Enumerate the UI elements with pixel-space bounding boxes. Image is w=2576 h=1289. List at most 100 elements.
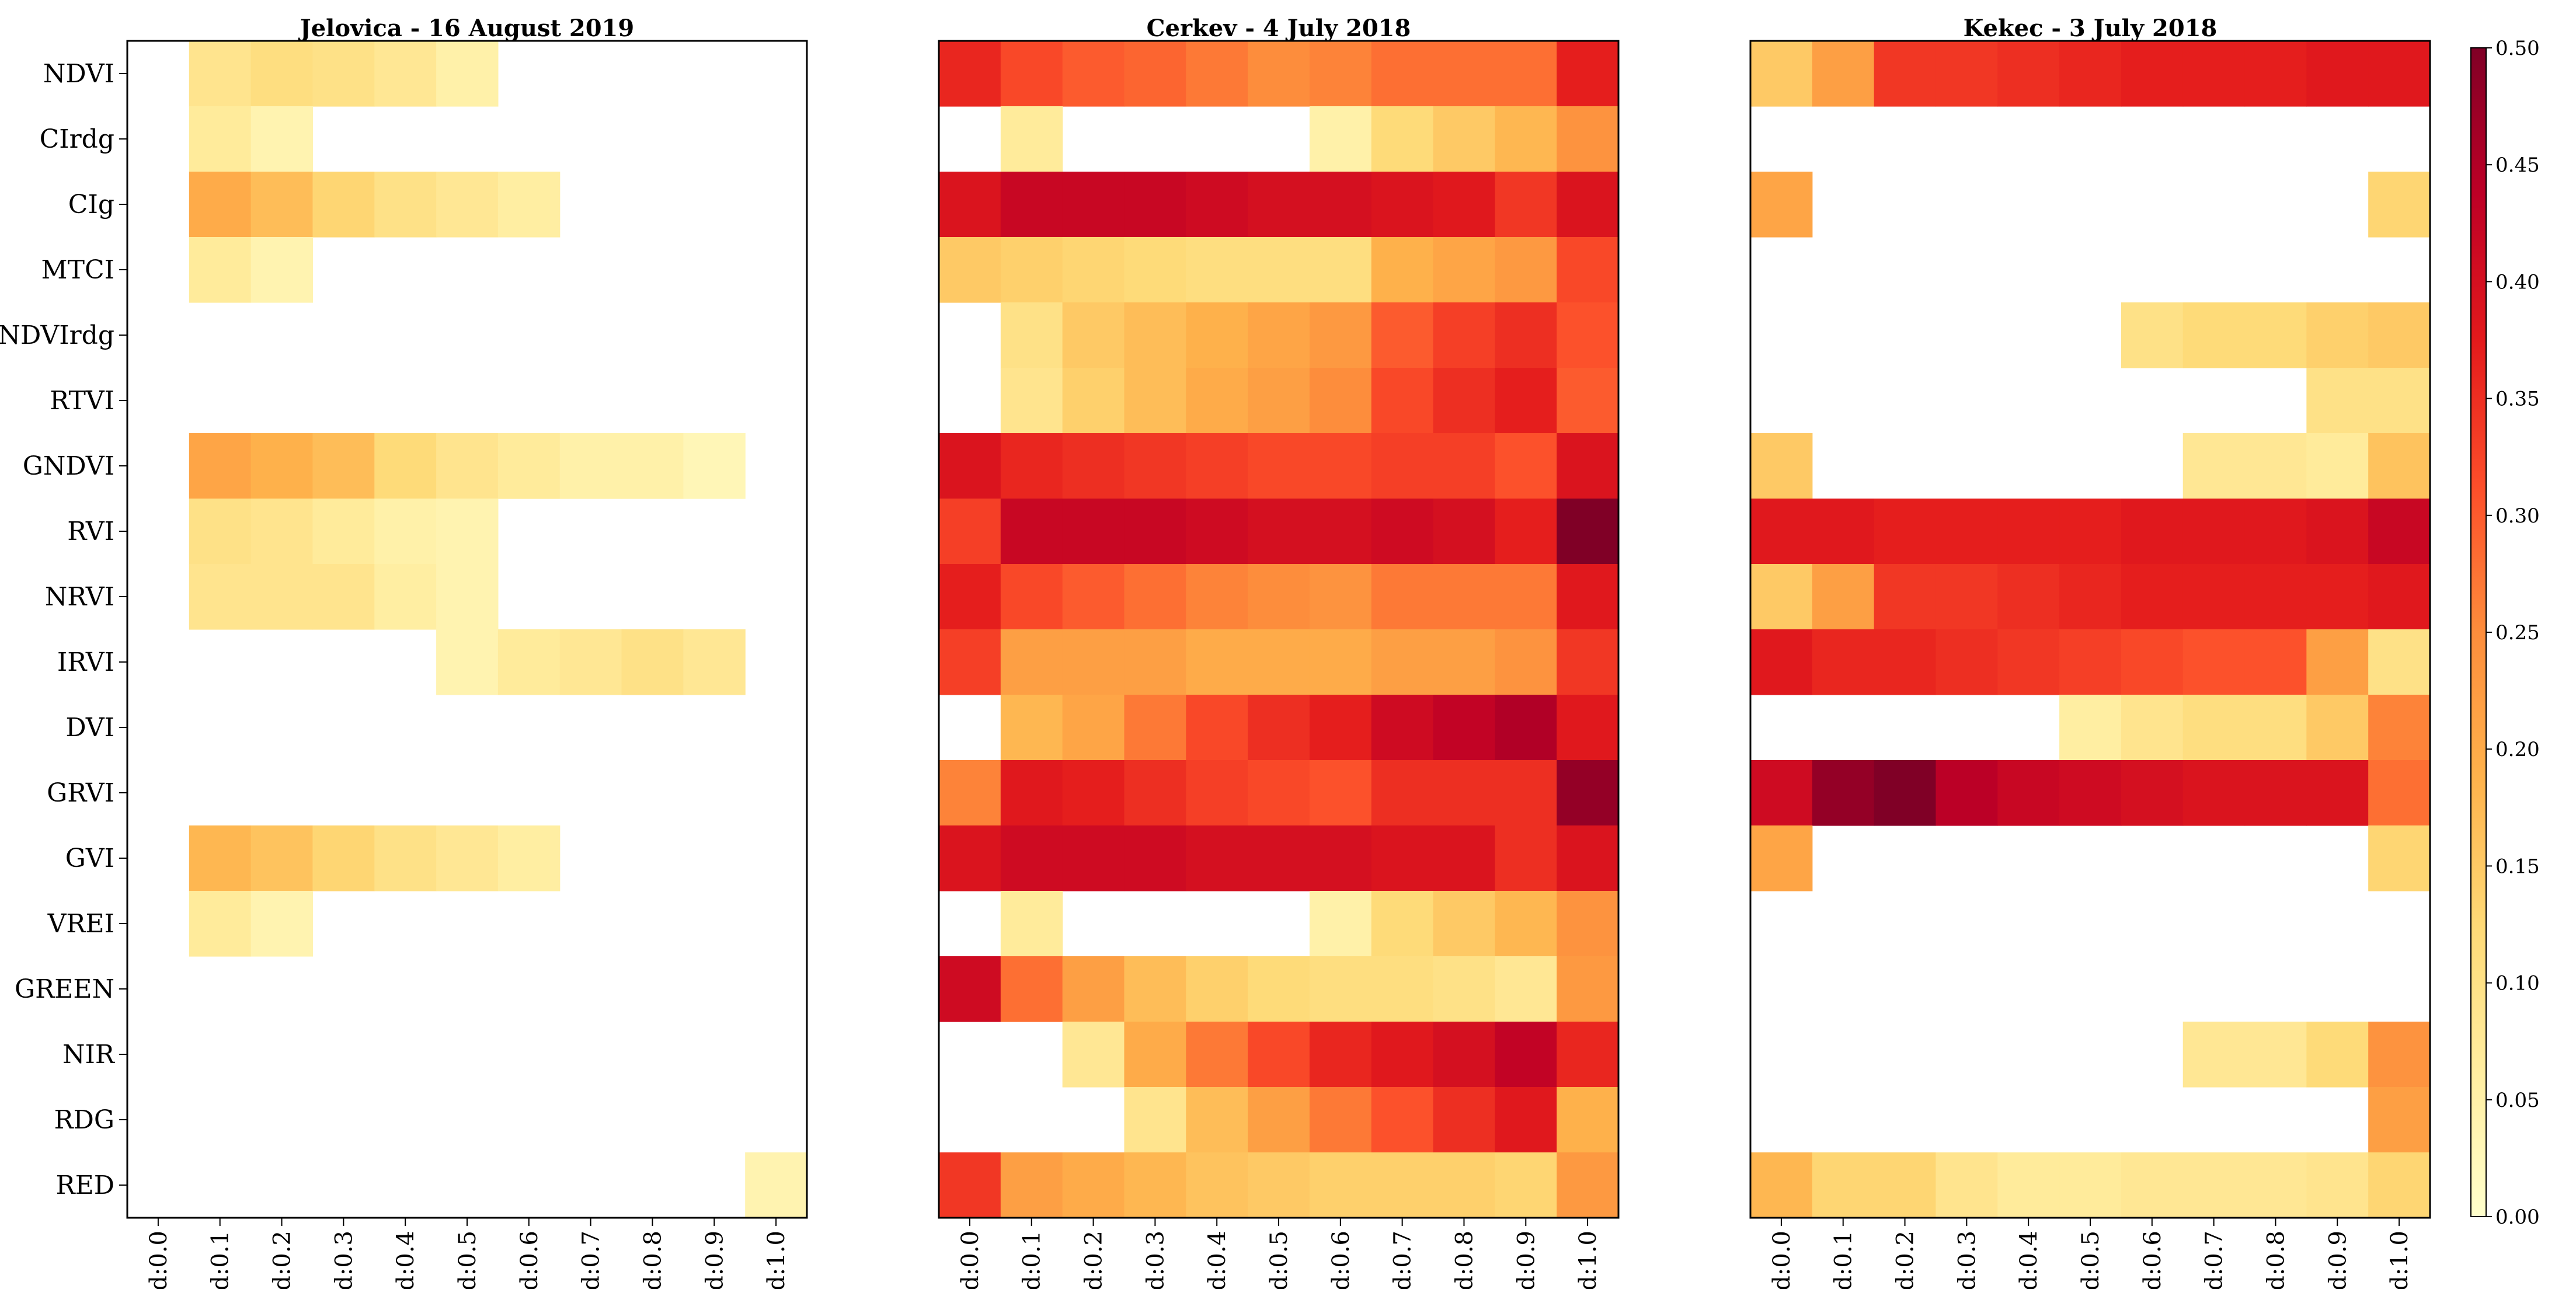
panel-3-column-label-d-0-9: d:0.9 [2324,1231,2351,1289]
panel-3-cell-rvi-d-0-4 [1997,499,2060,565]
panel-1-cell-gndvi-d-0-7 [559,433,622,499]
panel-1-cell-gvi-d-0-6 [497,825,561,891]
panel-2-cell-red-d-0-4 [1186,1152,1248,1218]
panel-2-cell-vrei-d-0-8 [1433,891,1495,957]
panel-2-column-label-d-0-4: d:0.4 [1204,1231,1231,1289]
panel-3-cell-nir-d-0-8 [2244,1022,2307,1088]
panel-3-cell-rvi-d-0-5 [2059,499,2122,565]
panel-3-cell-ndvi-d-0-1 [1812,41,1875,107]
panel-2-cell-mtci-d-0-5 [1248,237,1310,303]
panel-1-cell-cig-d-0-6 [497,172,561,238]
panel-3-cell-nrvi-d-0-9 [2306,564,2369,630]
panel-3-cell-grvi-d-0-9 [2306,760,2369,826]
panel-1-cell-gndvi-d-0-6 [497,433,561,499]
panel-3-cell-dvi-d-0-6 [2121,695,2184,761]
row-label-rtvi: RTVI [50,386,114,416]
panel-3-cell-irvi-d-0-6 [2121,629,2184,695]
panel-2-cell-vrei-d-1-0 [1557,891,1619,957]
panel-2-cell-rvi-d-0-6 [1309,499,1372,565]
panel-2-cell-cig-d-0-5 [1248,172,1310,238]
panel-3-cell-ndvi-d-0-7 [2182,41,2246,107]
panel-2-cell-nrvi-d-0-9 [1495,564,1557,630]
panel-3-cell-dvi-d-0-5 [2059,695,2122,761]
panel-2-cell-dvi-d-0-9 [1495,695,1557,761]
panel-2-cell-green-d-0-1 [1000,956,1063,1022]
colorbar-tick-label-0-50: 0.50 [2495,37,2540,60]
panel-2-cell-nir-d-0-9 [1495,1022,1557,1088]
panel-2-cell-rdg-d-0-8 [1433,1087,1495,1153]
panel-2-cell-irvi-d-0-7 [1371,629,1434,695]
panel-3-cell-red-d-0-4 [1997,1152,2060,1218]
panel-2-cell-mtci-d-1-0 [1557,237,1619,303]
panel-3-cell-red-d-0-2 [1874,1152,1937,1218]
panel-2-cell-cig-d-0-9 [1495,172,1557,238]
panel-2-cell-cig-d-1-0 [1557,172,1619,238]
panel-1-cell-gndvi-d-0-1 [189,433,252,499]
panel-2-cell-irvi-d-0-4 [1186,629,1248,695]
panel-2-cell-cig-d-0-4 [1186,172,1248,238]
panel-2-cell-ndvi-d-0-7 [1371,41,1434,107]
panel-2-cell-cig-d-0-7 [1371,172,1434,238]
panel-1-cell-rvi-d-0-1 [189,499,252,565]
panel-1-cell-nrvi-d-0-3 [312,564,375,630]
row-label-grvi: GRVI [47,778,114,808]
panel-3-cell-grvi-d-0-1 [1812,760,1875,826]
panel-3-cell-rvi-d-0-9 [2306,499,2369,565]
panel-2-cell-dvi-d-0-1 [1000,695,1063,761]
panel-2-cell-green-d-0-5 [1248,956,1310,1022]
panel-1-column-label-d-0-7: d:0.7 [578,1231,605,1289]
panel-3-cell-rtvi-d-1-0 [2368,368,2431,434]
panel-3-cell-irvi-d-1-0 [2368,629,2431,695]
panel-3-column-label-d-0-1: d:0.1 [1830,1231,1857,1289]
row-label-gvi: GVI [65,844,114,873]
panel-3-cell-red-d-0-5 [2059,1152,2122,1218]
panel-1-cell-nrvi-d-0-4 [374,564,437,630]
panel-1-cell-gvi-d-0-3 [312,825,375,891]
panel-2-cell-ndvi-d-0-0 [939,41,1001,107]
panel-3-cell-gvi-d-1-0 [2368,825,2431,891]
panel-3-cell-nrvi-d-0-0 [1750,564,1813,630]
panel-1-cell-ndvi-d-0-3 [312,41,375,107]
panel-1-cell-gvi-d-0-1 [189,825,252,891]
panel-1-cell-ndvi-d-0-5 [436,41,499,107]
panel-3-column-label-d-0-3: d:0.3 [1954,1231,1980,1289]
panel-1-cell-gndvi-d-0-3 [312,433,375,499]
row-label-nir: NIR [62,1040,116,1069]
panel-3-cell-irvi-d-0-9 [2306,629,2369,695]
panel-2-cell-rdg-d-0-7 [1371,1087,1434,1153]
panel-2-cell-rtvi-d-0-2 [1062,368,1125,434]
panel-2-cell-ndvi-d-0-4 [1186,41,1248,107]
panel-2-cell-vrei-d-0-6 [1309,891,1372,957]
panel-2-cell-gndvi-d-0-4 [1186,433,1248,499]
panel-3-cell-nrvi-d-0-8 [2244,564,2307,630]
panel-3-cell-irvi-d-0-7 [2182,629,2246,695]
panel-2-cell-rtvi-d-0-1 [1000,368,1063,434]
panel-1-column-label-d-0-1: d:0.1 [207,1231,234,1289]
colorbar-tick-label-0-40: 0.40 [2495,270,2540,294]
panel-3-cell-dvi-d-0-8 [2244,695,2307,761]
panel-2-cell-green-d-0-0 [939,956,1001,1022]
panel-2-cell-cig-d-0-0 [939,172,1001,238]
panel-1-cell-irvi-d-0-6 [497,629,561,695]
row-label-nrvi: NRVI [45,582,114,612]
panel-2-cell-ndvi-d-0-9 [1495,41,1557,107]
panel-2-cell-mtci-d-0-4 [1186,237,1248,303]
panel-2-cell-nir-d-0-8 [1433,1022,1495,1088]
panel-2-cell-dvi-d-0-2 [1062,695,1125,761]
panel-1-cell-cig-d-0-2 [250,172,314,238]
panel-2-cell-cirdg-d-0-9 [1495,106,1557,172]
panel-2-cell-cig-d-0-1 [1000,172,1063,238]
panel-3-cell-grvi-d-1-0 [2368,760,2431,826]
panel-2-cell-rvi-d-0-9 [1495,499,1557,565]
panel-2-cell-ndvi-d-0-8 [1433,41,1495,107]
panel-2-cell-green-d-0-6 [1309,956,1372,1022]
panel-2-cell-rtvi-d-0-9 [1495,368,1557,434]
panel-2-cell-gvi-d-0-2 [1062,825,1125,891]
panel-1-cell-gndvi-d-0-8 [621,433,684,499]
panel-2-column-label-d-0-3: d:0.3 [1142,1231,1169,1289]
panel-3-cell-rvi-d-0-1 [1812,499,1875,565]
panel-2-cell-vrei-d-0-1 [1000,891,1063,957]
row-label-rvi: RVI [67,517,114,546]
panel-1-cell-gndvi-d-0-4 [374,433,437,499]
panel-3-cell-nrvi-d-0-3 [1936,564,1998,630]
